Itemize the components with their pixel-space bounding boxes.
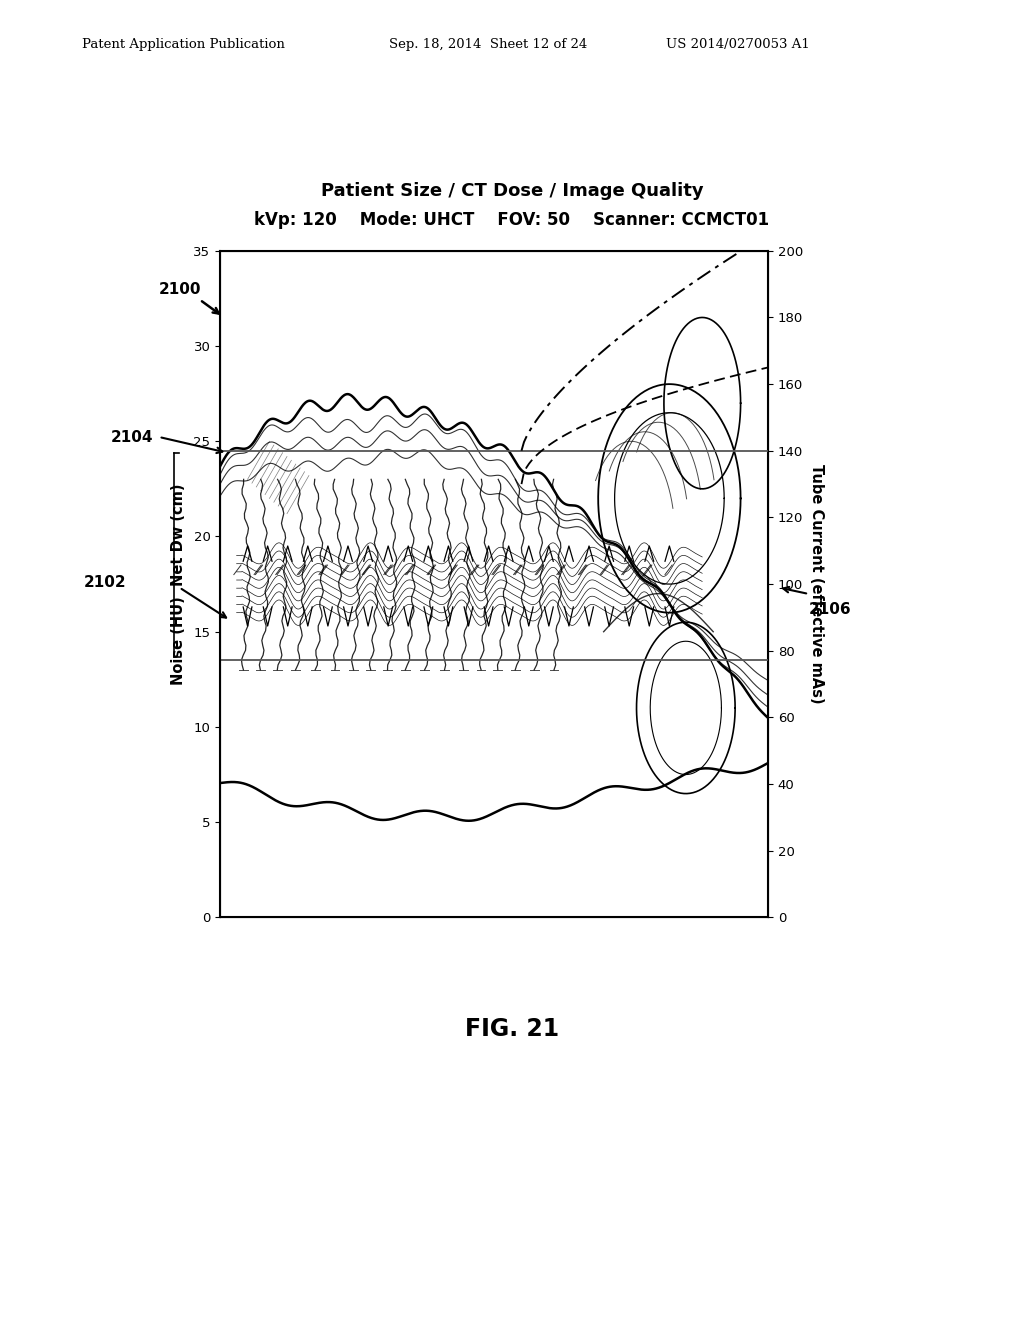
Text: kVp: 120    Mode: UHCT    FOV: 50    Scanner: CCMCT01: kVp: 120 Mode: UHCT FOV: 50 Scanner: CCM… bbox=[254, 211, 770, 230]
Text: 2102: 2102 bbox=[84, 576, 127, 590]
Text: US 2014/0270053 A1: US 2014/0270053 A1 bbox=[666, 37, 809, 50]
Text: 2100: 2100 bbox=[159, 282, 202, 297]
Text: Sep. 18, 2014  Sheet 12 of 24: Sep. 18, 2014 Sheet 12 of 24 bbox=[389, 37, 588, 50]
Text: 2104: 2104 bbox=[111, 430, 154, 445]
Text: 2106: 2106 bbox=[809, 602, 852, 616]
Y-axis label: Tube Current (effective mAs): Tube Current (effective mAs) bbox=[809, 465, 824, 704]
Y-axis label: Noise (HU)  Net Dw (cm): Noise (HU) Net Dw (cm) bbox=[171, 483, 186, 685]
Text: Patient Size / CT Dose / Image Quality: Patient Size / CT Dose / Image Quality bbox=[321, 182, 703, 201]
Text: Patent Application Publication: Patent Application Publication bbox=[82, 37, 285, 50]
Text: FIG. 21: FIG. 21 bbox=[465, 1018, 559, 1041]
